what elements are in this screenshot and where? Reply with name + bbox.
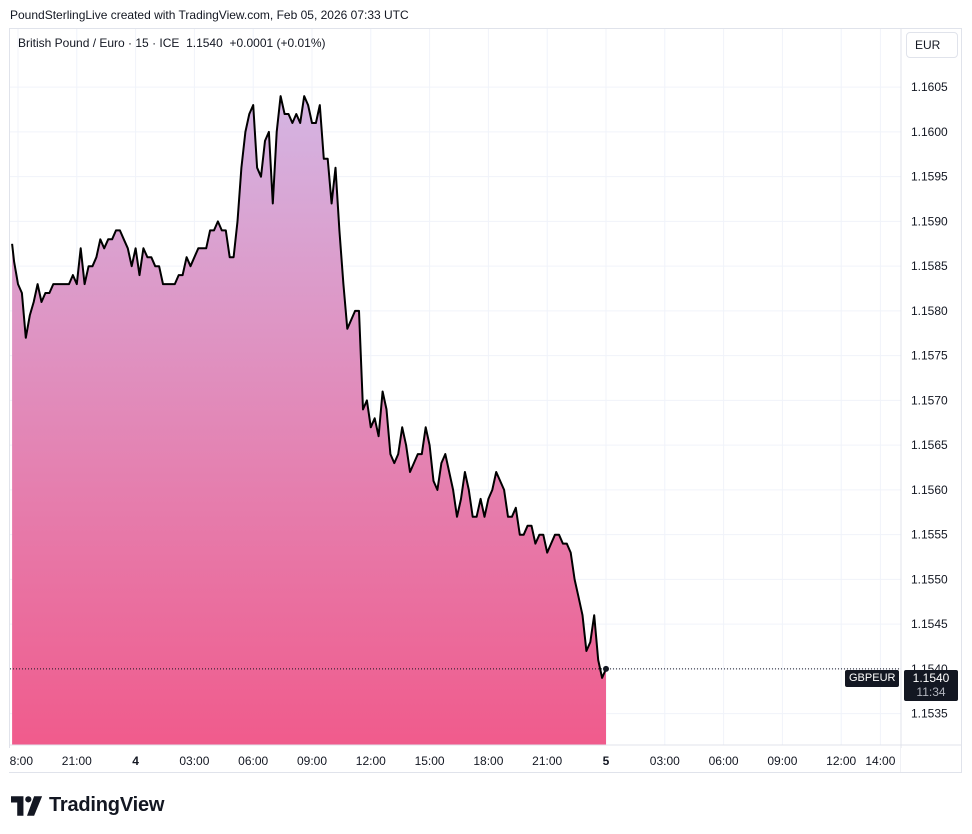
tradingview-logo[interactable]: TradingView bbox=[11, 794, 164, 817]
last-price-tag: 1.1540 11:34 bbox=[904, 670, 958, 701]
x-tick-label: 21:00 bbox=[532, 754, 562, 768]
x-tick-label: 4 bbox=[132, 754, 139, 768]
currency-button[interactable]: EUR bbox=[906, 32, 958, 58]
y-tick-label: 1.1580 bbox=[911, 304, 948, 318]
x-tick-label: 09:00 bbox=[767, 754, 797, 768]
y-tick-label: 1.1550 bbox=[911, 572, 948, 586]
tradingview-logo-icon bbox=[11, 795, 43, 816]
x-tick-label: 03:00 bbox=[650, 754, 680, 768]
y-tick-label: 1.1535 bbox=[911, 707, 948, 721]
chart-frame bbox=[9, 28, 962, 773]
y-tick-label: 1.1545 bbox=[911, 617, 948, 631]
x-tick-label: 18:00 bbox=[3, 754, 33, 768]
x-tick-label: 14:00 bbox=[865, 754, 895, 768]
price-line bbox=[11, 95, 607, 679]
y-tick-label: 1.1555 bbox=[911, 528, 948, 542]
x-tick-label: 03:00 bbox=[179, 754, 209, 768]
x-tick-label: 06:00 bbox=[238, 754, 268, 768]
chart-credit: PoundSterlingLive created with TradingVi… bbox=[10, 8, 409, 22]
y-tick-label: 1.1560 bbox=[911, 483, 948, 497]
x-tick-label: 21:00 bbox=[62, 754, 92, 768]
bar-countdown: 11:34 bbox=[916, 685, 946, 699]
last-price-tag-value: 1.1540 bbox=[912, 671, 950, 685]
x-tick-label: 12:00 bbox=[826, 754, 856, 768]
y-tick-label: 1.1590 bbox=[911, 214, 948, 228]
x-tick-label: 12:00 bbox=[356, 754, 386, 768]
symbol-description: British Pound / Euro · 15 · ICE bbox=[18, 36, 180, 50]
y-tick-label: 1.1585 bbox=[911, 259, 948, 273]
y-tick-label: 1.1595 bbox=[911, 170, 948, 184]
y-tick-label: 1.1575 bbox=[911, 349, 948, 363]
y-tick-label: 1.1600 bbox=[911, 125, 948, 139]
last-price-marker bbox=[603, 665, 609, 672]
price-axis[interactable]: 1.1535 1.1540 1.1545 1.1550 1.1555 1.1560 1.15… bbox=[911, 80, 948, 721]
x-tick-label: 18:00 bbox=[473, 754, 503, 768]
x-tick-label: 06:00 bbox=[709, 754, 739, 768]
y-tick-label: 1.1605 bbox=[911, 80, 948, 94]
time-axis[interactable]: 18:00 21:00 4 03:00 06:00 09:00 12:00 15:00 18:0… bbox=[0, 748, 961, 772]
tradingview-logo-text: TradingView bbox=[49, 794, 165, 816]
y-tick-label: 1.1565 bbox=[911, 438, 948, 452]
x-tick-label: 15:00 bbox=[415, 754, 445, 768]
axis-edge-mask bbox=[0, 748, 10, 772]
last-price: 1.1540 bbox=[186, 36, 223, 50]
x-tick-label: 09:00 bbox=[297, 754, 327, 768]
symbol-tag: GBPEUR bbox=[845, 670, 900, 687]
x-tick-label: 5 bbox=[603, 754, 610, 768]
price-change: +0.0001 (+0.01%) bbox=[229, 36, 326, 50]
axis-edge-mask bbox=[901, 748, 961, 772]
chart-legend: British Pound / Euro · 15 · ICE 1.1540 +… bbox=[18, 36, 326, 50]
area-fill bbox=[12, 96, 606, 745]
y-tick-label: 1.1570 bbox=[911, 393, 948, 407]
